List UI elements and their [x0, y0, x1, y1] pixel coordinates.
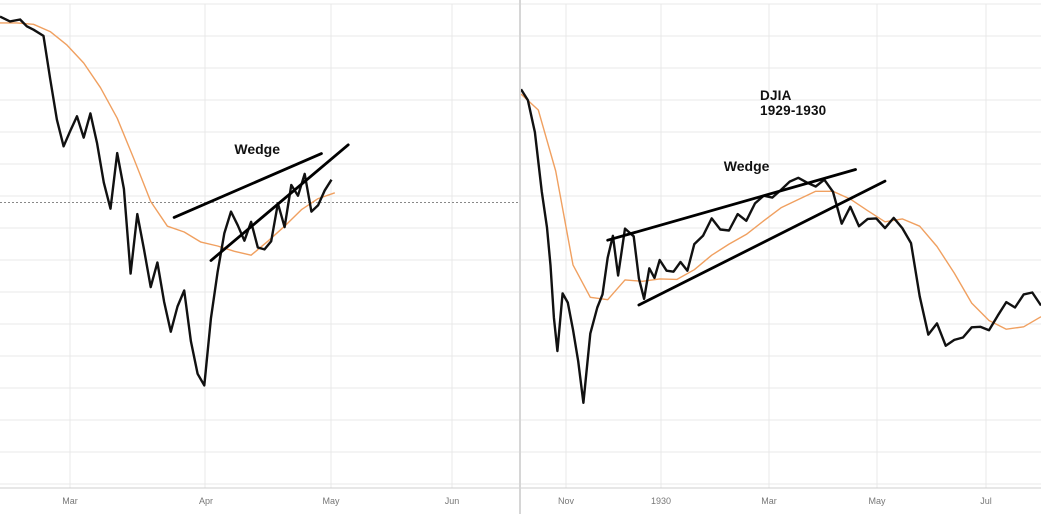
left-series-group — [0, 15, 336, 387]
left-chart-panel: Wedge Mar Apr May Jun — [0, 0, 519, 514]
chart-title-line-2: 1929-1930 — [760, 103, 827, 118]
left-moving-average-line — [0, 22, 336, 256]
right-annotations: Wedge — [606, 158, 887, 307]
left-x-tick-label: May — [322, 496, 340, 506]
left-wedge-label: Wedge — [234, 141, 280, 157]
left-x-axis: Mar Apr May Jun — [62, 496, 459, 506]
right-grid — [521, 3, 1041, 489]
right-wedge-trendline-1 — [606, 168, 857, 242]
left-wedge-trendline-1 — [172, 152, 323, 219]
right-x-tick-label: Jul — [980, 496, 992, 506]
right-chart-panel: Wedge Nov 1930 Mar May Jul DJIA 1929-1930 — [521, 0, 1041, 514]
right-x-tick-label: Mar — [761, 496, 777, 506]
right-x-tick-label: May — [868, 496, 886, 506]
left-grid — [0, 3, 519, 489]
right-moving-average-line — [521, 93, 1041, 330]
left-x-tick-label: Apr — [199, 496, 213, 506]
left-annotations: Wedge — [172, 141, 350, 262]
right-x-axis: Nov 1930 Mar May Jul — [558, 496, 992, 506]
right-wedge-trendline-2 — [637, 179, 887, 307]
left-x-tick-label: Mar — [62, 496, 78, 506]
right-wedge-label: Wedge — [724, 158, 770, 174]
chart-title-line-1: DJIA — [760, 88, 792, 103]
right-price-line — [521, 88, 1041, 404]
right-chart: Wedge Nov 1930 Mar May Jul — [521, 3, 1041, 506]
chart-title: DJIA 1929-1930 — [760, 88, 826, 118]
right-x-tick-label: Nov — [558, 496, 575, 506]
left-chart: Wedge Mar Apr May Jun — [0, 3, 519, 506]
left-x-tick-label: Jun — [445, 496, 460, 506]
left-wedge-trendline-2 — [209, 143, 350, 262]
panel-divider — [519, 0, 521, 514]
right-x-tick-label: 1930 — [651, 496, 671, 506]
right-series-group — [521, 88, 1041, 404]
